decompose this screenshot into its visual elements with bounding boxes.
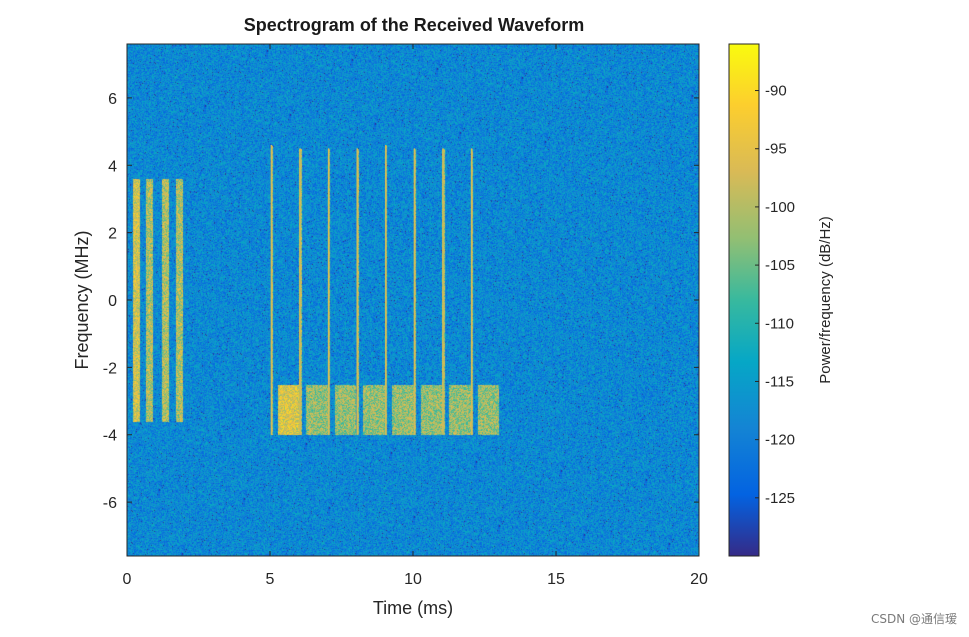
y-tick-label: -2 xyxy=(103,360,117,377)
watermark: CSDN @通信瑷 xyxy=(870,612,957,626)
x-tick-label: 0 xyxy=(123,571,132,588)
y-axis: -6 -4 -2 0 2 4 6 xyxy=(103,91,699,512)
colorbar-tick-label: -100 xyxy=(765,199,795,216)
y-axis-label: Frequency (MHz) xyxy=(72,230,92,369)
x-tick-label: 5 xyxy=(266,571,275,588)
x-tick-label: 20 xyxy=(690,571,708,588)
spectrogram-heatmap xyxy=(127,44,699,556)
signal-marks xyxy=(270,145,473,435)
colorbar-tick-label: -95 xyxy=(765,141,787,158)
colorbar-ticks: -125 -120 -115 -110 -105 -100 -95 -90 xyxy=(755,83,795,507)
colorbar: -125 -120 -115 -110 -105 -100 -95 -90 Power/fre… xyxy=(728,43,834,557)
colorbar-tick-label: -125 xyxy=(765,490,795,507)
colorbar-tick-label: -90 xyxy=(765,83,787,100)
colorbar-gradient xyxy=(728,43,760,557)
y-tick-label: 0 xyxy=(108,293,117,310)
y-tick-label: -4 xyxy=(103,428,117,445)
colorbar-tick-label: -120 xyxy=(765,432,795,449)
y-tick-label: 4 xyxy=(108,158,117,175)
x-axis-label: Time (ms) xyxy=(373,598,453,618)
colorbar-label: Power/frequency (dB/Hz) xyxy=(817,216,834,384)
colorbar-tick-label: -110 xyxy=(765,315,794,332)
y-tick-label: 6 xyxy=(108,91,117,108)
y-tick-label: -6 xyxy=(103,495,117,512)
plot-area xyxy=(126,43,700,557)
x-tick-label: 15 xyxy=(547,571,565,588)
y-tick-label: 2 xyxy=(108,226,117,243)
colorbar-tick-label: -115 xyxy=(765,373,794,390)
x-axis: 0 5 10 15 20 xyxy=(123,44,708,588)
chart-title: Spectrogram of the Received Waveform xyxy=(244,15,584,35)
x-tick-label: 10 xyxy=(404,571,422,588)
colorbar-tick-label: -105 xyxy=(765,257,795,274)
